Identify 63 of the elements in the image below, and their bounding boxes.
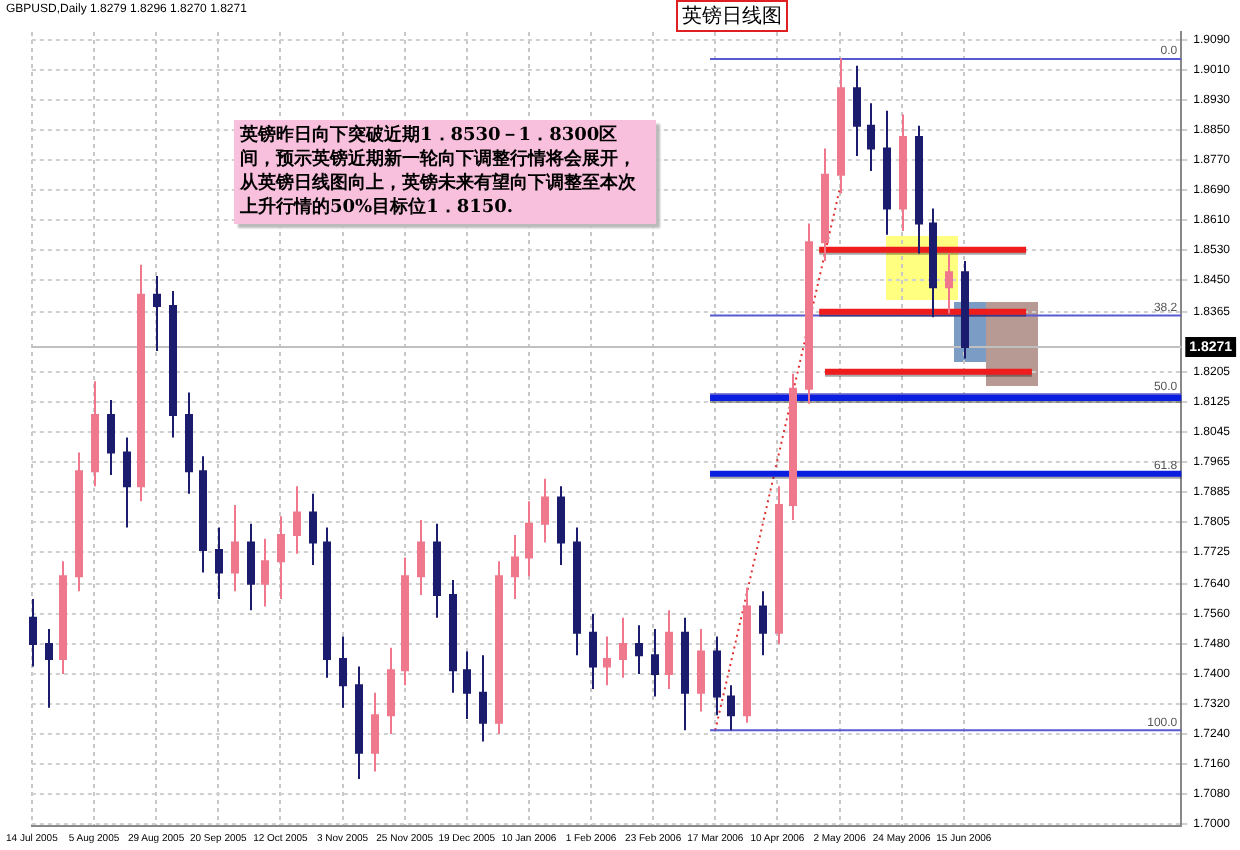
candlestick [665,609,673,690]
candlestick [45,627,53,709]
candlestick [247,522,255,612]
candlestick [59,560,67,675]
candlestick [619,616,627,679]
candlestick [123,436,131,529]
candlestick [479,654,487,743]
candlestick [853,64,861,157]
candlestick [495,560,503,736]
candlestick [185,391,193,495]
candlestick [945,252,953,315]
chart-title: 英镑日线图 [676,0,788,32]
candlestick [323,526,331,679]
candlestick [371,691,379,773]
candlestick [75,451,83,593]
candlestick [651,627,659,698]
candlestick [401,556,409,687]
candlestick [603,635,611,687]
candlestick [231,504,239,593]
candlestick [137,263,145,503]
candlestick [573,526,581,657]
candlestick [433,522,441,619]
candlestick [449,579,457,694]
candlestick [387,646,395,736]
candlestick [867,102,875,172]
candlestick [681,616,689,732]
candlestick [557,485,565,567]
annotation: 英镑昨日向下突破近期1．8530－1．8300区间，预示英镑近期新一轮向下调整行情将会展开，从英镑日线图向上，英镑未来有望向下调整至本次上升行情的50%目标位1．8150. [234,120,656,224]
candlestick [511,534,519,600]
candlestick [355,665,363,781]
candlestick [261,537,269,608]
candlestick [309,492,317,567]
candlestick [541,477,549,544]
candlestick [293,485,301,555]
candlestick [417,519,425,597]
candlestick [961,260,969,360]
candlestick [153,275,161,353]
candlestick [199,455,207,574]
candlestick [915,124,923,255]
candlestick [339,635,347,709]
candlestick [789,372,797,522]
candlestick [899,113,907,232]
candlestick [743,586,751,724]
candlestick [107,398,115,476]
candlestick [929,207,937,319]
candlestick [91,380,99,488]
candlestick [589,612,597,690]
candlestick [463,650,471,721]
candlestick [697,627,705,713]
candlestick [727,684,735,732]
candlestick [883,109,891,236]
candlestick [837,57,845,195]
candlestick [635,624,643,675]
candlestick [215,526,223,600]
candlestick [713,635,721,717]
candlestick [805,222,813,405]
candlestick [525,500,533,578]
candlestick [169,290,177,439]
candlestick [29,597,37,668]
candlestick [821,147,829,262]
candlestick [277,515,285,600]
candlestick [759,590,767,657]
candlestick [775,485,783,645]
